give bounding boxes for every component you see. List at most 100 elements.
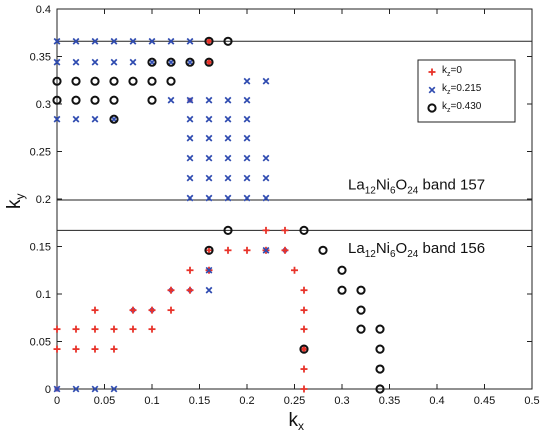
kz0215-point	[205, 194, 213, 202]
kz0430-point	[185, 57, 195, 67]
kz0430-point	[128, 76, 138, 86]
kz0-point	[148, 325, 156, 333]
x-tick-label: 0.15	[189, 395, 210, 407]
kz0215-point	[72, 37, 80, 45]
kz0-point	[148, 306, 156, 314]
kz0215-point	[148, 37, 156, 45]
kz0430-point	[147, 76, 157, 86]
kz0430-point	[318, 245, 328, 255]
kz0215-point	[186, 154, 194, 162]
kz0215-point	[243, 77, 251, 85]
y-axis-ticks: 0 0.05 0.1 0.15 0.2 0.25 0.3 0.35 0.4	[30, 4, 532, 396]
kz0-point	[300, 385, 308, 393]
kz0-point	[300, 306, 308, 314]
kz0-point	[53, 345, 61, 353]
kz0215-point	[262, 246, 270, 254]
kz0215-point	[262, 174, 270, 182]
kz0-point	[53, 325, 61, 333]
band-annotations: La12Ni6O24 band 157 La12Ni6O24 band 156	[348, 177, 485, 261]
kz0215-point	[186, 58, 194, 66]
kz0-point	[281, 246, 289, 254]
kz0-point	[300, 365, 308, 373]
kz0215-point	[110, 58, 118, 66]
y-tick-label: 0.4	[36, 4, 51, 16]
y-tick-label: 0.35	[30, 52, 51, 64]
kz0430-point	[204, 245, 214, 255]
legend-marker	[428, 68, 436, 76]
band-annotation-0: La12Ni6O24 band 157	[348, 177, 485, 197]
x-tick-label: 0.25	[284, 395, 305, 407]
kz0215-point	[262, 77, 270, 85]
kz0215-point	[167, 58, 175, 66]
legend-label: kz=0.430	[442, 101, 482, 114]
kz0-point	[262, 226, 270, 234]
kz0-point	[110, 345, 118, 353]
kz0430-point	[375, 324, 385, 334]
kz0215-point	[262, 194, 270, 202]
kz0215-point	[243, 134, 251, 142]
kz0215-point	[72, 385, 80, 393]
x-axis-ticks: 0 0.05 0.1 0.15 0.2 0.25 0.3 0.35 0.4 0.45 0.5	[54, 9, 540, 407]
x-tick-label: 0.3	[334, 395, 349, 407]
kz0-point	[91, 306, 99, 314]
x-tick-label: 0.2	[239, 395, 254, 407]
kz0430-point	[299, 225, 309, 235]
kz0430-point	[356, 285, 366, 295]
kz0215-point	[186, 134, 194, 142]
kz0215-point	[243, 115, 251, 123]
y-tick-label: 0.3	[36, 99, 51, 111]
kz0430-point	[90, 95, 100, 105]
kz0430-point	[52, 76, 62, 86]
kz0430-point	[109, 76, 119, 86]
kz0215-point	[148, 58, 156, 66]
x-tick-label: 0.05	[94, 395, 115, 407]
kz0215-point	[110, 37, 118, 45]
kz0215-point	[91, 385, 99, 393]
kz0215-point	[53, 385, 61, 393]
kz0430-point	[223, 36, 233, 46]
kz0215-point	[205, 154, 213, 162]
kz0215-point	[243, 96, 251, 104]
kz0215-point	[167, 96, 175, 104]
kz0430-point	[109, 95, 119, 105]
kz0215-point	[129, 37, 137, 45]
kz0-point	[91, 345, 99, 353]
kz0215-point	[186, 37, 194, 45]
kz0430-point	[166, 76, 176, 86]
kz0-point	[129, 306, 137, 314]
y-axis-label: ky	[4, 194, 27, 210]
x-tick-label: 0.5	[524, 395, 539, 407]
kz0215-point	[53, 58, 61, 66]
kz0215-point	[224, 174, 232, 182]
kz0430-point	[204, 57, 214, 67]
kz0215-point	[186, 115, 194, 123]
kz0-point	[300, 286, 308, 294]
kz0-point	[281, 226, 289, 234]
kz0-point	[186, 286, 194, 294]
kz0215-point	[53, 37, 61, 45]
x-axis-label-main: kx	[289, 410, 305, 430]
kz0215-point	[205, 134, 213, 142]
kz0215-point	[91, 37, 99, 45]
kz0215-point	[224, 194, 232, 202]
kz0-point	[129, 325, 137, 333]
kz0215-point	[224, 154, 232, 162]
kz0215-point	[129, 58, 137, 66]
reference-lines	[57, 40, 532, 231]
kz0215-point	[262, 154, 270, 162]
y-tick-label: 0.1	[36, 289, 51, 301]
y-tick-label: 0.25	[30, 147, 51, 159]
kz0215-point	[243, 174, 251, 182]
kz0215-point	[205, 266, 213, 274]
y-tick-label: 0	[45, 384, 51, 396]
data-points	[52, 36, 385, 394]
kz0430-point	[109, 114, 119, 124]
kz0-point	[205, 246, 213, 254]
kz0-point	[110, 325, 118, 333]
legend-label: kz=0.215	[442, 83, 482, 96]
kz0-point	[186, 266, 194, 274]
x-tick-label: 0.35	[379, 395, 400, 407]
kz0430-point	[337, 285, 347, 295]
kz0430-point	[71, 95, 81, 105]
